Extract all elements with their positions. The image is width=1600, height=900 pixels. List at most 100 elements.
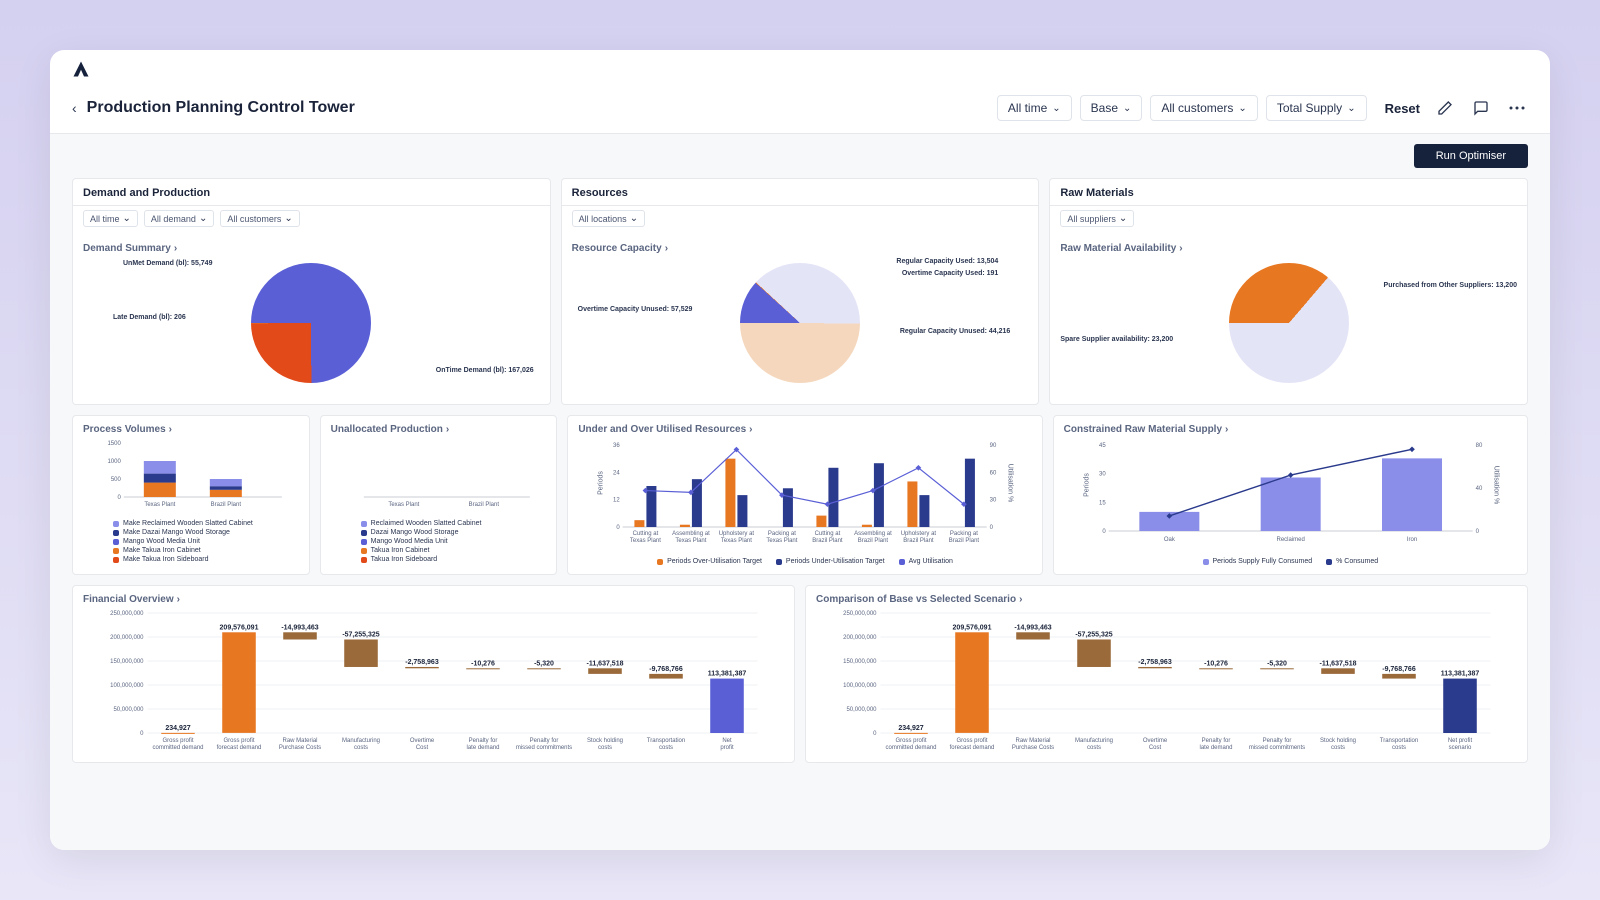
svg-text:Net: Net xyxy=(722,738,732,744)
filter-supply[interactable]: Total Supply⌄ xyxy=(1266,95,1367,121)
panel-filter[interactable]: All locations⌄ xyxy=(572,210,645,227)
svg-text:-5,320: -5,320 xyxy=(534,660,554,667)
chevron-down-icon: ⌄ xyxy=(1347,103,1355,114)
svg-text:80: 80 xyxy=(1475,443,1482,449)
filter-customers[interactable]: All customers⌄ xyxy=(1150,95,1257,121)
legend-item: Takua Iron Sideboard xyxy=(361,556,547,563)
svg-text:40: 40 xyxy=(1475,486,1482,492)
svg-text:Brazil Plant: Brazil Plant xyxy=(949,538,980,544)
filter-scenario[interactable]: Base⌄ xyxy=(1080,95,1143,121)
svg-text:-2,758,963: -2,758,963 xyxy=(1138,659,1172,666)
svg-text:Texas Plant: Texas Plant xyxy=(144,502,175,508)
legend-item: Mango Wood Media Unit xyxy=(361,538,547,545)
svg-text:0: 0 xyxy=(873,731,877,737)
panel-filter[interactable]: All time⌄ xyxy=(83,210,138,227)
svg-text:209,576,091: 209,576,091 xyxy=(220,624,259,631)
chevron-right-icon: › xyxy=(1225,424,1228,435)
svg-text:scenario: scenario xyxy=(1449,745,1472,751)
svg-text:Brazil Plant: Brazil Plant xyxy=(858,538,889,544)
svg-text:250,000,000: 250,000,000 xyxy=(110,611,144,617)
section-raw-title: Raw Materials xyxy=(1049,178,1528,206)
section-raw-filters: All suppliers⌄ xyxy=(1049,206,1528,235)
logo-bar xyxy=(50,50,1550,89)
svg-text:Periods: Periods xyxy=(1083,473,1090,497)
more-icon[interactable] xyxy=(1506,97,1528,119)
svg-text:Brazil Plant: Brazil Plant xyxy=(813,538,844,544)
pie-label: OnTime Demand (bl): 167,026 xyxy=(436,367,534,374)
svg-text:Transportation: Transportation xyxy=(647,738,685,744)
chevron-right-icon: › xyxy=(177,594,180,605)
svg-text:Texas Plant: Texas Plant xyxy=(630,538,661,544)
svg-text:1500: 1500 xyxy=(107,441,121,447)
panel-filter[interactable]: All demand⌄ xyxy=(144,210,214,227)
svg-text:Brazil Plant: Brazil Plant xyxy=(904,538,935,544)
card-title: Process Volumes xyxy=(83,424,166,435)
edit-icon[interactable] xyxy=(1434,97,1456,119)
svg-text:Brazil Plant: Brazil Plant xyxy=(211,502,242,508)
svg-text:Upholstery at: Upholstery at xyxy=(901,531,937,537)
legend-item: % Consumed xyxy=(1326,558,1378,565)
pie-label: Late Demand (bl): 206 xyxy=(113,314,186,321)
svg-text:150,000,000: 150,000,000 xyxy=(110,659,144,665)
svg-text:30: 30 xyxy=(990,498,997,504)
pie-label: Regular Capacity Unused: 44,216 xyxy=(900,328,1011,335)
svg-text:Reclaimed: Reclaimed xyxy=(1276,537,1304,543)
dashboard-grid: Demand and Production All time⌄ All deman… xyxy=(50,168,1550,850)
action-row: Run Optimiser xyxy=(50,134,1550,168)
svg-text:forecast demand: forecast demand xyxy=(217,745,262,751)
chevron-down-icon: ⌄ xyxy=(1238,103,1246,114)
svg-text:1000: 1000 xyxy=(107,459,121,465)
svg-text:late demand: late demand xyxy=(1199,745,1232,751)
panel-filter[interactable]: All suppliers⌄ xyxy=(1060,210,1134,227)
svg-text:-14,993,463: -14,993,463 xyxy=(281,624,318,631)
svg-text:Overtime: Overtime xyxy=(410,738,435,744)
legend-item: Make Takua Iron Cabinet xyxy=(113,547,299,554)
svg-text:Utilisation %: Utilisation % xyxy=(1492,466,1499,505)
svg-text:0: 0 xyxy=(990,525,994,531)
svg-text:60: 60 xyxy=(990,470,997,476)
process-volumes-card: Process Volumes› 050010001500Texas Plant… xyxy=(72,415,310,575)
legend-item: Reclaimed Wooden Slatted Cabinet xyxy=(361,520,547,527)
svg-text:Penalty for: Penalty for xyxy=(530,738,559,744)
section-resources-title: Resources xyxy=(561,178,1040,206)
section-demand-title: Demand and Production xyxy=(72,178,551,206)
svg-text:Gross profit: Gross profit xyxy=(956,738,987,744)
svg-text:Cost: Cost xyxy=(1149,745,1162,751)
chevron-right-icon: › xyxy=(169,424,172,435)
panel-filter[interactable]: All customers⌄ xyxy=(220,210,299,227)
svg-text:0: 0 xyxy=(1475,529,1479,535)
svg-text:Raw Material: Raw Material xyxy=(1015,738,1050,744)
reset-button[interactable]: Reset xyxy=(1385,101,1420,116)
legend-item: Periods Under-Utilisation Target xyxy=(776,558,885,565)
svg-text:Net profit: Net profit xyxy=(1448,738,1473,744)
chevron-down-icon: ⌄ xyxy=(1052,103,1060,114)
svg-text:Gross profit: Gross profit xyxy=(895,738,926,744)
svg-text:200,000,000: 200,000,000 xyxy=(110,635,144,641)
svg-text:113,381,387: 113,381,387 xyxy=(1441,671,1480,678)
page-title: Production Planning Control Tower xyxy=(87,99,355,117)
card-title: Constrained Raw Material Supply xyxy=(1064,424,1222,435)
svg-text:-11,637,518: -11,637,518 xyxy=(587,660,624,667)
chevron-right-icon: › xyxy=(1019,594,1022,605)
legend-item: Periods Supply Fully Consumed xyxy=(1203,558,1313,565)
back-icon[interactable]: ‹ xyxy=(72,100,77,116)
pie-label: Overtime Capacity Used: 191 xyxy=(902,270,999,277)
svg-text:36: 36 xyxy=(613,443,620,449)
card-title: Financial Overview xyxy=(83,594,174,605)
svg-text:Raw Material: Raw Material xyxy=(282,738,317,744)
legend-item: Make Reclaimed Wooden Slatted Cabinet xyxy=(113,520,299,527)
svg-text:234,927: 234,927 xyxy=(898,725,923,732)
filter-time[interactable]: All time⌄ xyxy=(997,95,1072,121)
dashboard-window: ‹ Production Planning Control Tower All … xyxy=(50,50,1550,850)
run-optimiser-button[interactable]: Run Optimiser xyxy=(1414,144,1528,168)
svg-text:Purchase Costs: Purchase Costs xyxy=(1012,745,1054,751)
legend-item: Make Takua Iron Sideboard xyxy=(113,556,299,563)
svg-text:150,000,000: 150,000,000 xyxy=(843,659,877,665)
comment-icon[interactable] xyxy=(1470,97,1492,119)
chevron-right-icon: › xyxy=(174,243,177,254)
svg-text:-10,276: -10,276 xyxy=(1204,660,1228,667)
svg-text:113,381,387: 113,381,387 xyxy=(708,671,747,678)
svg-text:Assembling at: Assembling at xyxy=(672,531,710,537)
raw-availability-card: Raw Material Availability› Purchased fro… xyxy=(1049,235,1528,405)
svg-text:-2,758,963: -2,758,963 xyxy=(405,659,439,666)
